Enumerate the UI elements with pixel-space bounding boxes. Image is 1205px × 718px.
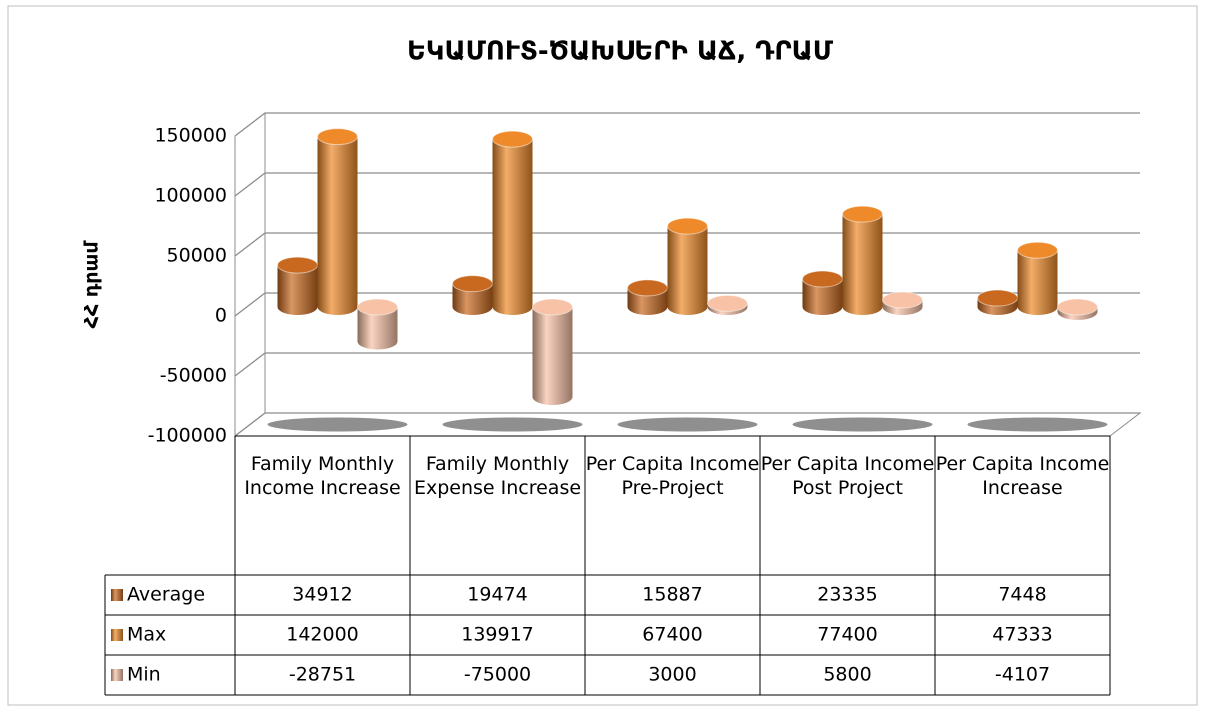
chart-border [7,5,1198,706]
data-value: 34912 [292,584,352,606]
cylinder-top [357,298,398,316]
cylinder-body [1017,250,1058,307]
chart-title: ԵԿԱՄՈՒՏ-ԾԱԽՍԵՐԻ ԱՃ, ԴՐԱՄ [407,37,834,67]
legend-label: Max [127,624,166,646]
cylinder [977,289,1018,315]
cylinder [1057,298,1098,320]
data-value: 3000 [648,664,696,686]
cylinder-body [492,139,533,307]
cylinder [492,130,533,315]
y-tick-label: -50000 [160,365,227,387]
category-cell: Family Monthly Income Increase [244,453,401,499]
cylinder-top [492,130,533,148]
cylinder [802,270,843,315]
y-tick-label: -100000 [148,425,227,447]
data-value: -4107 [995,664,1050,686]
category-cell: Per Capita Income Pre-Project [585,453,760,499]
data-value: 19474 [467,584,527,606]
cylinder-top [1017,241,1058,259]
data-value: -75000 [464,664,531,686]
shadow [267,417,408,432]
x-tick-label: Family Monthly Expense Increase [413,453,582,499]
cylinder [452,275,493,315]
cylinder-top [627,279,668,297]
y-tick-label: 150000 [154,125,227,147]
data-value: 142000 [286,624,359,646]
shadow [967,417,1108,432]
cylinder-top [977,289,1018,307]
category-cell: Per Capita Income Post Project [760,453,935,499]
legend-key [111,629,123,641]
data-value: 7448 [998,584,1046,606]
cylinder [627,279,668,315]
x-tick-label: Family Monthly Income Increase [244,453,401,499]
data-value: 77400 [817,624,877,646]
shadow [617,417,758,432]
shadow [442,417,583,432]
cylinder-top [707,294,748,312]
cylinder-top [842,205,883,223]
cylinder-top [452,275,493,293]
cylinder-top [802,270,843,288]
data-value: -28751 [289,664,356,686]
legend-label: Average [127,584,205,606]
x-tick-label: Per Capita Income Pre-Project [585,453,760,499]
data-value: 47333 [992,624,1052,646]
data-value: 5800 [823,664,871,686]
legend-key [111,669,123,681]
cylinder [667,217,708,315]
cylinder [277,256,318,315]
cylinder-body [317,136,358,307]
cylinder-top [532,298,573,316]
cylinder-top [317,128,358,146]
cylinder [357,298,398,350]
data-value: 23335 [817,584,877,606]
cylinder [1017,241,1058,315]
cylinder-top [667,217,708,235]
data-value: 67400 [642,624,702,646]
x-tick-label: Per Capita Income Post Project [760,453,935,499]
data-value: 139917 [461,624,534,646]
cylinder-body [532,307,573,397]
cylinder-body [667,226,708,307]
data-value: 15887 [642,584,702,606]
y-tick-label: 50000 [167,245,227,267]
cylinder-top [882,291,923,309]
cylinder [842,205,883,315]
y-tick-label: 0 [215,305,227,327]
cylinder-top [277,256,318,274]
y-axis-label: ՀՀ դրամ [81,240,103,329]
x-tick-label: Per Capita Income Increase [935,453,1110,499]
shadow [792,417,933,432]
cylinder [707,294,748,315]
y-tick-label: 100000 [154,185,227,207]
category-cell: Family Monthly Expense Increase [413,453,582,499]
category-cell: Per Capita Income Increase [935,453,1110,499]
cylinder-body [842,214,883,307]
cylinder [532,298,573,405]
cylinder-top [1057,298,1098,316]
cylinder [882,291,923,315]
cylinder [317,128,358,315]
legend-label: Min [127,664,161,686]
legend-key [111,589,123,601]
